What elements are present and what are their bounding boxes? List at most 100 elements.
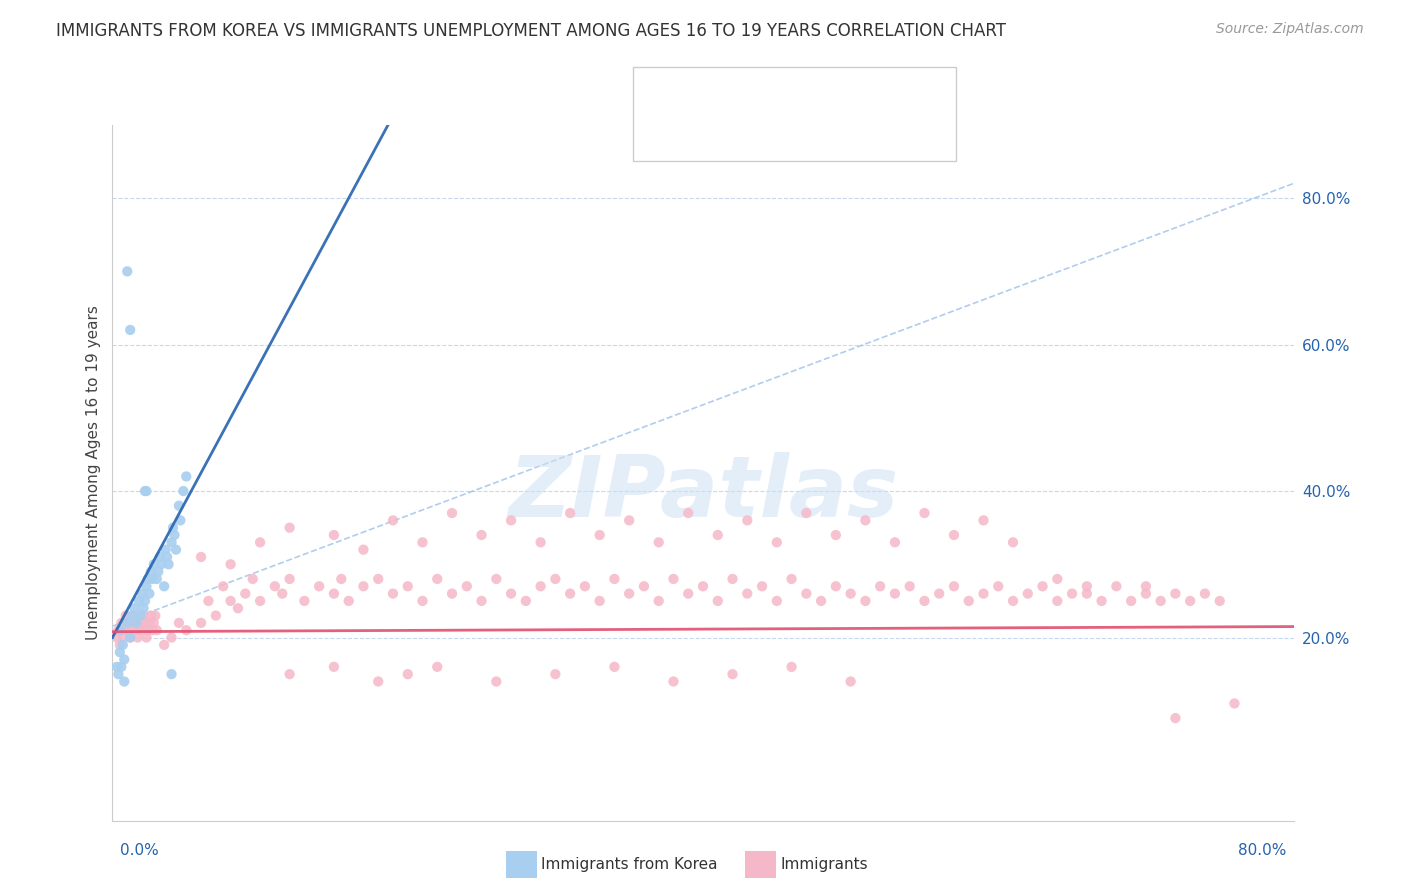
Point	[150, 558, 173, 572]
Point	[141, 572, 163, 586]
Point	[810, 594, 832, 608]
Point	[647, 594, 671, 608]
Point	[117, 264, 138, 278]
Point	[501, 513, 523, 527]
Point	[136, 624, 159, 638]
Point	[131, 624, 153, 638]
Y-axis label: Unemployment Among Ages 16 to 19 years: Unemployment Among Ages 16 to 19 years	[86, 305, 101, 640]
Point	[869, 579, 891, 593]
Point	[1178, 594, 1201, 608]
Point	[501, 586, 523, 600]
Point	[153, 579, 176, 593]
Point	[884, 535, 907, 549]
Point	[558, 506, 582, 520]
Point	[721, 572, 744, 586]
Point	[766, 594, 789, 608]
Point	[898, 579, 921, 593]
Point	[249, 594, 271, 608]
Point	[1135, 586, 1157, 600]
Point	[441, 586, 464, 600]
Text: 0.030: 0.030	[731, 120, 787, 138]
Point	[1076, 579, 1098, 593]
Point	[1001, 594, 1024, 608]
Point	[839, 674, 862, 689]
Point	[973, 513, 995, 527]
Point	[160, 667, 183, 681]
Point	[121, 615, 143, 630]
Point	[796, 506, 818, 520]
Point	[323, 528, 346, 542]
Point	[1150, 594, 1173, 608]
Text: ZIPatlas: ZIPatlas	[508, 452, 898, 535]
Point	[1046, 572, 1069, 586]
Point	[1223, 697, 1246, 711]
Point	[396, 667, 419, 681]
Point	[117, 615, 138, 630]
Point	[278, 667, 301, 681]
Point	[242, 572, 264, 586]
Point	[118, 624, 141, 638]
Point	[1208, 594, 1232, 608]
Point	[1164, 711, 1187, 725]
Point	[544, 667, 567, 681]
Point	[128, 594, 150, 608]
Point	[143, 608, 166, 623]
Point	[323, 586, 346, 600]
Point	[117, 615, 138, 630]
Point	[352, 542, 374, 557]
Point	[132, 601, 155, 615]
Point	[138, 615, 160, 630]
Point	[1135, 579, 1157, 593]
Point	[134, 484, 156, 499]
Point	[485, 572, 508, 586]
Point	[114, 608, 136, 623]
Point	[125, 615, 148, 630]
Point	[110, 660, 132, 674]
Point	[367, 572, 389, 586]
Point	[167, 499, 190, 513]
Point	[105, 660, 128, 674]
Point	[662, 674, 685, 689]
Point	[174, 469, 197, 483]
Point	[411, 594, 433, 608]
Point	[603, 572, 626, 586]
Point	[737, 513, 759, 527]
Point	[766, 535, 789, 549]
Point	[155, 542, 177, 557]
Point	[603, 660, 626, 674]
Point	[441, 506, 464, 520]
Point	[233, 586, 256, 600]
Point	[141, 624, 163, 638]
Point	[120, 631, 142, 645]
Point	[125, 615, 148, 630]
Point	[647, 535, 671, 549]
Point	[131, 586, 153, 600]
Point	[278, 521, 301, 535]
Point	[1076, 586, 1098, 600]
Point	[558, 586, 582, 600]
Point	[721, 667, 744, 681]
Point	[824, 528, 846, 542]
Point	[127, 631, 149, 645]
Point	[470, 594, 494, 608]
Point	[160, 535, 183, 549]
Point	[574, 579, 596, 593]
Point	[174, 624, 197, 638]
Point	[367, 674, 389, 689]
Point	[1105, 579, 1128, 593]
Point	[914, 506, 936, 520]
Point	[780, 572, 803, 586]
Point	[426, 660, 449, 674]
Point	[1017, 586, 1039, 600]
Point	[128, 624, 150, 638]
Point	[308, 579, 330, 593]
Point	[249, 535, 271, 549]
Point	[271, 586, 294, 600]
Point	[110, 615, 132, 630]
Point	[120, 323, 142, 337]
Point	[264, 579, 287, 593]
Point	[205, 608, 228, 623]
Point	[751, 579, 773, 593]
Point	[706, 594, 728, 608]
Point	[157, 558, 180, 572]
